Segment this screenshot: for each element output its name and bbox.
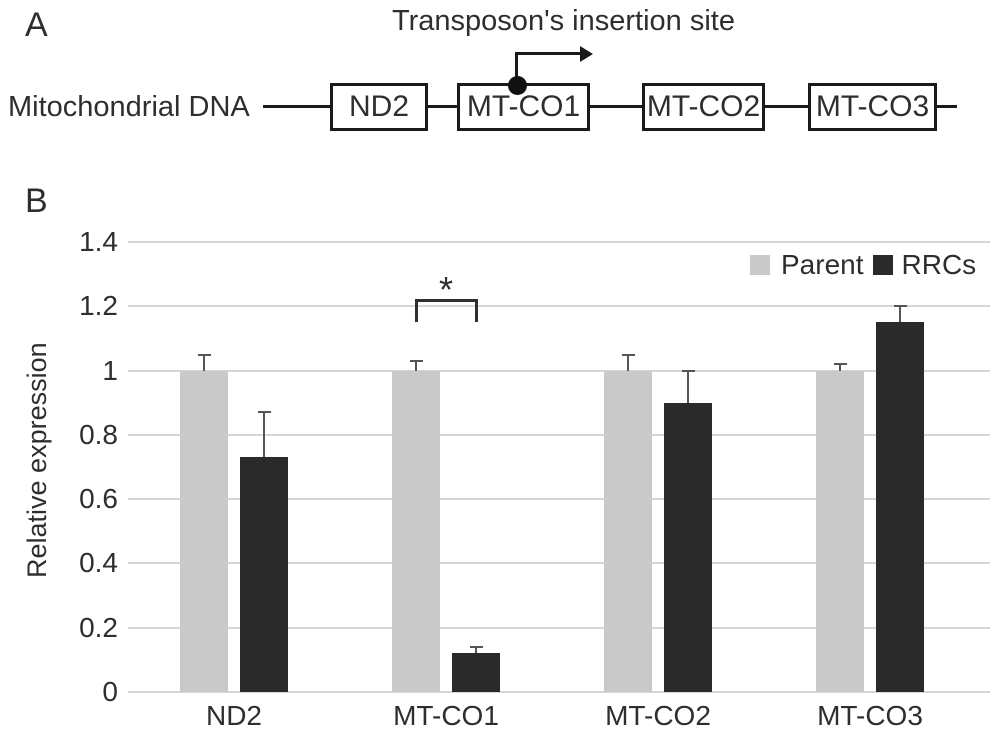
bar-parent-nd2: [180, 370, 228, 692]
gridline: [128, 498, 990, 501]
insertion-arrow-head-icon: [580, 46, 593, 62]
bar-rrcs-mt-co1: [452, 653, 500, 692]
y-tick-label: 1.4: [79, 226, 118, 257]
error-bar-cap: [894, 305, 907, 308]
y-tick-label: 0.8: [79, 418, 118, 450]
significance-bracket: [415, 299, 478, 322]
panel-a-title: Transposon's insertion site: [392, 5, 735, 37]
error-bar-stem: [475, 647, 477, 654]
error-bar-cap: [258, 411, 271, 414]
bar-rrcs-mt-co2: [664, 402, 712, 692]
gene-box-nd2: ND2: [330, 83, 428, 131]
x-category-label-mt-co2: MT-CO2: [605, 700, 711, 731]
insertion-arrow-stem: [515, 55, 518, 86]
y-tick-label: 0.4: [79, 547, 118, 579]
significance-asterisk: *: [438, 269, 453, 310]
error-bar-stem: [899, 306, 901, 323]
bar-parent-mt-co2: [604, 370, 652, 692]
error-bar-stem: [627, 354, 629, 371]
error-bar-cap: [682, 369, 695, 372]
gridline: [128, 241, 990, 243]
insertion-arrow-line: [515, 52, 582, 55]
insertion-site-dot-icon: [508, 76, 527, 95]
bar-rrcs-mt-co3: [876, 322, 924, 692]
gridline: [128, 305, 990, 308]
y-tick-label: 0: [102, 676, 118, 707]
legend-swatch-parent: [750, 255, 770, 275]
error-bar-cap: [622, 353, 635, 356]
bar-parent-mt-co1: [392, 370, 440, 692]
y-tick-label: 0.2: [79, 611, 118, 643]
gridline: [128, 691, 990, 693]
error-bar-stem: [203, 354, 205, 371]
panel-a-label: A: [25, 6, 48, 44]
dna-line: [263, 105, 957, 108]
x-category-label-mt-co3: MT-CO3: [817, 700, 923, 731]
x-category-label-nd2: ND2: [205, 700, 262, 731]
error-bar-cap: [410, 359, 423, 362]
mitochondrial-dna-label: Mitochondrial DNA: [8, 91, 250, 123]
error-bar-stem: [415, 360, 417, 371]
bar-rrcs-nd2: [240, 457, 288, 692]
error-bar-stem: [839, 364, 841, 371]
error-bar-cap: [834, 363, 847, 366]
error-bar-stem: [687, 370, 689, 403]
gridline: [128, 562, 990, 565]
y-tick-label: 0.6: [79, 483, 118, 515]
panel-b-label: B: [25, 182, 48, 220]
gridline: [128, 369, 990, 372]
gridline: [128, 626, 990, 629]
gene-box-mt-co2: MT-CO2: [642, 83, 765, 131]
x-category-label-mt-co1: MT-CO1: [393, 700, 499, 731]
gridline: [128, 433, 990, 436]
error-bar-cap: [470, 646, 483, 648]
y-tick-label: 1: [102, 354, 118, 386]
legend-swatch-rrcs: [872, 255, 893, 275]
chart-legend: Parent RRCs: [750, 250, 976, 280]
gene-box-mt-co3: MT-CO3: [808, 83, 937, 131]
legend-label-parent: Parent: [781, 249, 864, 280]
bar-parent-mt-co3: [816, 370, 864, 692]
legend-label-rrcs: RRCs: [901, 249, 977, 280]
error-bar-cap: [198, 353, 211, 356]
y-tick-label: 1.2: [79, 290, 118, 322]
error-bar-stem: [263, 412, 265, 458]
